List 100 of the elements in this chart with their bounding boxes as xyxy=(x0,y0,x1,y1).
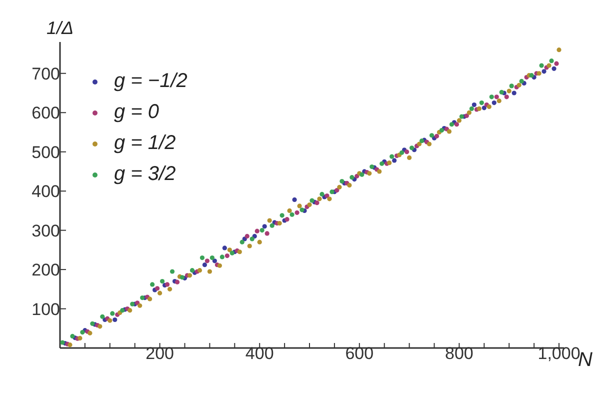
point xyxy=(167,286,172,292)
point xyxy=(454,122,460,127)
point xyxy=(222,246,227,250)
point xyxy=(200,255,205,260)
point xyxy=(360,172,364,177)
point xyxy=(499,90,504,95)
point xyxy=(180,275,185,280)
point xyxy=(370,164,374,170)
point xyxy=(227,248,232,252)
point xyxy=(504,94,509,100)
point xyxy=(287,208,292,213)
point xyxy=(197,268,202,273)
point xyxy=(416,142,422,146)
point xyxy=(260,228,264,233)
point xyxy=(446,129,452,134)
point xyxy=(158,290,162,296)
point xyxy=(60,340,65,345)
point xyxy=(204,258,210,264)
point xyxy=(410,146,414,150)
point xyxy=(150,282,155,287)
point xyxy=(439,128,444,133)
x-tick-label: 1,000 xyxy=(538,344,580,363)
point xyxy=(190,268,195,273)
point xyxy=(217,263,222,268)
point xyxy=(330,190,334,194)
point xyxy=(519,78,524,84)
point xyxy=(237,250,242,254)
point xyxy=(220,254,224,260)
x-axis-title: N xyxy=(578,349,593,372)
y-axis-title: 1/Δ xyxy=(46,18,74,38)
point xyxy=(170,269,175,274)
y-tick-label: 200 xyxy=(32,260,60,280)
point xyxy=(482,106,486,110)
legend-label: g = −1/2 xyxy=(114,69,188,94)
point xyxy=(392,158,397,163)
point xyxy=(307,202,312,208)
point xyxy=(224,254,230,258)
point xyxy=(509,84,514,88)
point xyxy=(320,192,324,197)
point xyxy=(390,154,394,159)
point xyxy=(476,106,482,111)
point xyxy=(292,197,297,202)
point xyxy=(112,317,118,322)
point xyxy=(110,311,115,316)
point xyxy=(78,336,82,340)
point xyxy=(120,308,125,313)
point xyxy=(479,100,484,106)
point xyxy=(536,71,542,76)
point xyxy=(88,330,92,336)
point xyxy=(506,88,512,94)
point xyxy=(556,48,562,52)
point xyxy=(387,160,392,166)
point xyxy=(377,169,382,174)
y-tick-label: 400 xyxy=(32,182,60,202)
point xyxy=(207,269,212,274)
point xyxy=(317,196,322,202)
point xyxy=(108,318,112,323)
point xyxy=(264,231,270,236)
point xyxy=(202,262,208,268)
point xyxy=(456,118,462,123)
point xyxy=(174,280,180,284)
point xyxy=(284,217,290,222)
point xyxy=(254,228,260,234)
point xyxy=(130,302,135,306)
point xyxy=(138,303,142,308)
y-tick-label: 600 xyxy=(32,104,60,123)
point xyxy=(549,58,554,64)
point xyxy=(466,110,472,115)
point xyxy=(310,198,314,203)
point xyxy=(148,296,152,302)
point xyxy=(244,234,250,238)
legend-label: g = 1/2 xyxy=(114,131,176,156)
point xyxy=(367,171,372,176)
point xyxy=(90,321,95,326)
point xyxy=(539,63,544,68)
point xyxy=(472,102,476,108)
y-tick-label: 300 xyxy=(32,221,60,240)
point xyxy=(449,122,454,127)
point xyxy=(419,138,424,144)
point xyxy=(277,220,282,226)
point xyxy=(160,279,165,284)
point xyxy=(489,94,494,100)
point xyxy=(337,184,342,190)
point xyxy=(270,223,274,228)
point xyxy=(164,282,170,287)
point xyxy=(252,234,257,238)
point xyxy=(290,212,294,217)
point xyxy=(404,150,410,154)
point xyxy=(380,161,384,166)
point xyxy=(140,295,145,300)
point xyxy=(546,63,552,68)
y-tick-label: 500 xyxy=(32,142,60,162)
point xyxy=(230,250,234,256)
point xyxy=(155,286,160,291)
point xyxy=(297,204,302,208)
point xyxy=(464,113,469,118)
point xyxy=(314,200,320,206)
point xyxy=(542,69,546,74)
y-tick-label: 100 xyxy=(32,300,60,319)
point xyxy=(280,213,284,218)
